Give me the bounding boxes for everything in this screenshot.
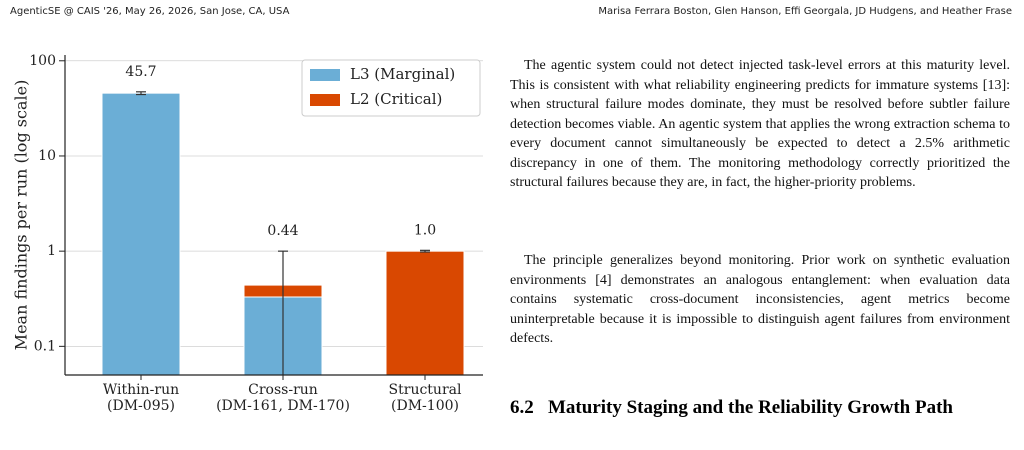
header-left: AgenticSE @ CAIS '26, May 26, 2026, San … [10, 6, 290, 17]
legend-label: L3 (Marginal) [350, 65, 455, 83]
y-axis-label: Mean findings per run (log scale) [12, 80, 31, 351]
x-tick-label: Structural [389, 382, 462, 398]
paragraph: The agentic system could not detect inje… [510, 58, 1010, 190]
legend-swatch [310, 69, 340, 81]
section-title: Maturity Staging and the Reliability Gro… [548, 397, 953, 418]
x-tick-label: Cross-run [248, 382, 318, 398]
x-tick-label: Within-run [103, 382, 179, 398]
bar-segment [385, 250, 465, 376]
header-right: Marisa Ferrara Boston, Glen Hanson, Effi… [598, 6, 1012, 17]
value-label: 45.7 [125, 64, 156, 80]
value-label: 0.44 [267, 223, 298, 239]
y-tick-label: 10 [38, 148, 56, 164]
legend-label: L2 (Critical) [350, 90, 442, 108]
x-tick-note: (DM-095) [107, 398, 175, 414]
legend-box [301, 59, 481, 117]
paragraph: The principle generalizes beyond monitor… [510, 253, 1010, 346]
value-label: 1.0 [414, 222, 436, 238]
y-tick-label: 1 [47, 243, 56, 259]
bar-segment [101, 92, 181, 376]
legend-swatch [310, 94, 340, 106]
section-number: 6.2 [510, 397, 534, 418]
x-tick-note: (DM-161, DM-170) [216, 398, 350, 414]
x-tick-note: (DM-100) [391, 398, 459, 414]
y-tick-label: 100 [29, 53, 56, 69]
chart: Mean findings per run (log scale) 0.1 1 10… [12, 53, 483, 414]
y-tick-label: 0.1 [34, 338, 56, 354]
